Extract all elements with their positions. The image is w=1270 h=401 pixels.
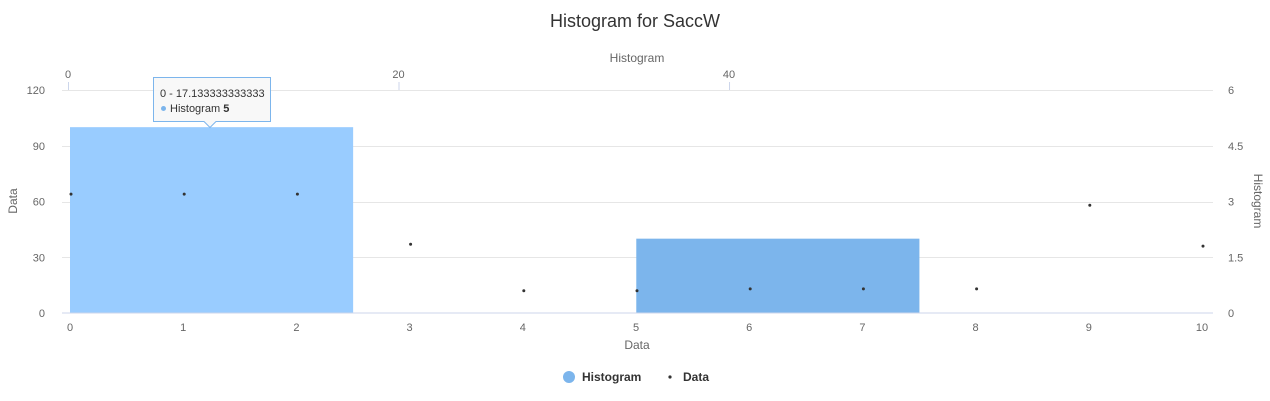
tooltip-series-name: Histogram (170, 103, 220, 115)
data-point[interactable] (1201, 244, 1205, 248)
tooltip: 0 - 17.133333333333 Histogram 5 (153, 77, 271, 129)
data-point[interactable] (1088, 203, 1092, 207)
right-y-axis-labels: 0 1.5 3 4.5 6 (1228, 85, 1243, 320)
bottom-x-tick-label: 2 (293, 322, 299, 334)
tooltip-series: Histogram 5 (170, 103, 229, 115)
histogram-bar[interactable] (636, 238, 920, 313)
right-y-tick-label: 4.5 (1228, 141, 1243, 153)
left-y-axis-title: Data (6, 188, 20, 214)
left-y-axis-labels: 0 30 60 90 120 (27, 85, 45, 320)
top-x-axis-title: Histogram (610, 51, 665, 65)
right-y-tick-label: 1.5 (1228, 252, 1243, 264)
right-y-tick-label: 3 (1228, 197, 1234, 209)
data-point[interactable] (182, 192, 186, 196)
data-point[interactable] (409, 242, 413, 246)
top-x-axis-labels: 0 20 40 (65, 69, 735, 90)
legend-histogram-label: Histogram (582, 370, 641, 384)
bottom-x-tick-label: 8 (973, 322, 979, 334)
data-point[interactable] (861, 287, 865, 291)
legend-item-data[interactable]: Data (668, 370, 709, 384)
top-x-tick-label: 20 (392, 69, 404, 81)
right-y-tick-label: 6 (1228, 85, 1234, 97)
bottom-x-tick-label: 10 (1196, 322, 1208, 334)
bottom-x-tick-label: 4 (520, 322, 526, 334)
histogram-bar[interactable] (70, 127, 354, 314)
data-point[interactable] (635, 289, 639, 293)
legend-data-symbol (668, 375, 672, 379)
data-point[interactable] (69, 192, 73, 196)
bottom-x-tick-label: 1 (180, 322, 186, 334)
right-y-tick-label: 0 (1228, 308, 1234, 320)
bottom-x-tick-label: 9 (1086, 322, 1092, 334)
legend-item-histogram[interactable]: Histogram (563, 370, 641, 384)
bottom-x-tick-label: 7 (859, 322, 865, 334)
histogram-bars (70, 127, 920, 314)
bottom-x-tick-label: 5 (633, 322, 639, 334)
tooltip-series-symbol (161, 106, 166, 111)
data-point[interactable] (975, 287, 979, 291)
data-point[interactable] (295, 192, 299, 196)
bottom-x-tick-label: 0 (67, 322, 73, 334)
data-points (69, 192, 1205, 293)
left-y-tick-label: 90 (33, 141, 45, 153)
legend-histogram-symbol (563, 371, 575, 383)
data-point[interactable] (748, 287, 752, 291)
bottom-x-tick-label: 6 (746, 322, 752, 334)
bottom-x-tick-label: 3 (407, 322, 413, 334)
chart-title: Histogram for SaccW (550, 11, 720, 31)
left-y-tick-label: 120 (27, 85, 45, 97)
left-y-tick-label: 60 (33, 197, 45, 209)
data-point[interactable] (522, 289, 526, 293)
left-y-tick-label: 30 (33, 252, 45, 264)
legend-data-label: Data (683, 370, 709, 384)
left-y-tick-label: 0 (39, 308, 45, 320)
legend: Histogram Data (563, 370, 709, 384)
bottom-x-axis-title: Data (624, 338, 650, 352)
tooltip-range: 0 - 17.133333333333 (160, 88, 265, 100)
top-x-tick-label: 40 (723, 69, 735, 81)
tooltip-box (153, 77, 271, 129)
right-y-axis-title: Histogram (1251, 174, 1265, 229)
tooltip-value: 5 (223, 103, 229, 115)
top-x-tick-label: 0 (65, 69, 71, 81)
bottom-x-axis-labels: 0 1 2 3 4 5 6 7 8 9 10 (67, 322, 1208, 334)
